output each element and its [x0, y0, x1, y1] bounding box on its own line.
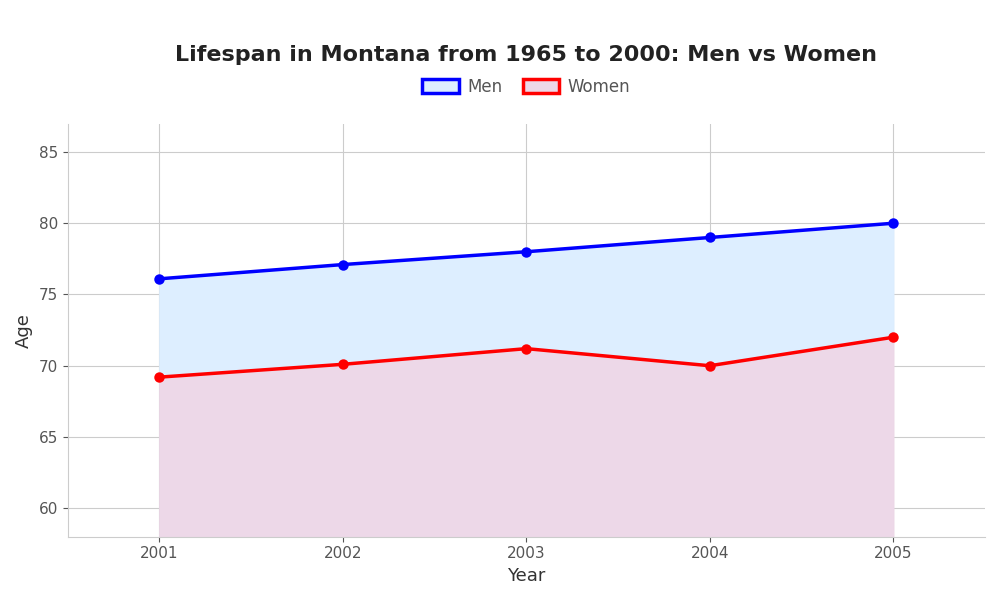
Legend: Men, Women: Men, Women: [422, 78, 630, 96]
Y-axis label: Age: Age: [15, 313, 33, 347]
Title: Lifespan in Montana from 1965 to 2000: Men vs Women: Lifespan in Montana from 1965 to 2000: M…: [175, 45, 877, 65]
X-axis label: Year: Year: [507, 567, 546, 585]
